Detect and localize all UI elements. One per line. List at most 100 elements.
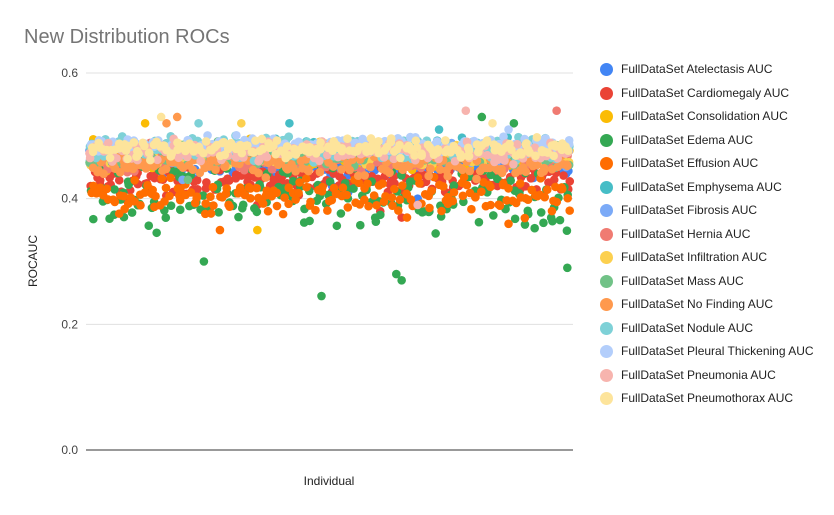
data-point-outlier: [172, 112, 182, 122]
data-point: [140, 141, 149, 151]
data-point-outlier: [162, 118, 171, 128]
data-point: [246, 184, 255, 193]
data-point: [274, 160, 283, 170]
data-point: [338, 183, 348, 193]
data-point: [563, 161, 572, 171]
data-point: [557, 184, 567, 194]
data-point-outlier: [563, 263, 572, 273]
data-point: [153, 155, 162, 165]
data-point: [329, 162, 338, 171]
data-point: [390, 184, 399, 194]
legend: FullDataSet Atelectasis AUC FullDataSet C…: [600, 62, 826, 415]
data-point: [482, 150, 492, 160]
data-point: [127, 208, 137, 217]
data-point: [96, 183, 105, 193]
legend-swatch: [600, 345, 613, 358]
data-point: [161, 183, 171, 193]
data-point-outlier: [263, 206, 273, 216]
data-point: [517, 150, 526, 159]
data-point: [549, 175, 559, 185]
data-point: [551, 182, 560, 192]
legend-item: FullDataSet Nodule AUC: [600, 321, 826, 335]
data-point: [389, 147, 399, 156]
data-point: [193, 185, 202, 194]
data-point: [254, 168, 263, 178]
data-point: [374, 136, 383, 146]
data-point: [332, 221, 342, 231]
data-point: [165, 191, 174, 201]
data-point: [239, 165, 249, 175]
data-point: [311, 205, 320, 215]
legend-label: FullDataSet Consolidation AUC: [621, 109, 788, 123]
data-point-outlier: [285, 118, 294, 128]
data-point: [89, 181, 98, 191]
data-point: [304, 147, 314, 157]
data-point: [315, 156, 324, 166]
data-point: [459, 172, 469, 182]
data-point: [246, 193, 255, 203]
legend-swatch: [600, 274, 613, 288]
data-point: [222, 184, 232, 193]
data-point: [552, 197, 562, 207]
data-point: [523, 206, 533, 216]
data-point: [247, 147, 257, 157]
data-point: [353, 171, 363, 181]
data-point: [257, 134, 267, 144]
data-point: [232, 130, 241, 140]
data-point: [288, 176, 298, 186]
data-point: [128, 164, 138, 174]
data-point: [462, 180, 472, 190]
data-point: [255, 154, 264, 164]
data-point: [175, 195, 185, 205]
data-point: [188, 142, 197, 152]
data-point: [457, 165, 467, 175]
data-point: [103, 138, 113, 148]
data-point: [563, 193, 573, 203]
legend-label: FullDataSet Pneumothorax AUC: [621, 391, 794, 405]
data-point: [507, 145, 516, 155]
data-point: [481, 163, 490, 173]
legend-item: FullDataSet Effusion AUC: [600, 156, 826, 170]
data-point: [199, 148, 208, 158]
data-point: [472, 174, 481, 184]
x-axis-title: Individual: [304, 474, 355, 488]
data-point: [492, 174, 502, 184]
data-point: [532, 133, 542, 142]
y-tick-label: 0.4: [61, 192, 78, 206]
data-point-outlier: [413, 200, 422, 210]
legend-swatch: [600, 180, 613, 194]
data-point: [272, 201, 282, 211]
data-point: [520, 213, 530, 223]
data-point: [471, 192, 480, 202]
legend-item: FullDataSet Atelectasis AUC: [600, 62, 826, 76]
data-point: [343, 203, 353, 212]
data-point: [175, 205, 185, 215]
data-point: [548, 216, 557, 226]
data-point: [474, 217, 484, 227]
data-point: [531, 151, 540, 161]
data-point: [371, 217, 381, 226]
data-point: [291, 195, 301, 204]
legend-label: FullDataSet Edema AUC: [621, 132, 754, 147]
data-point: [565, 177, 575, 186]
data-point: [214, 208, 223, 217]
data-point: [102, 184, 112, 194]
legend-label: FullDataSet Emphysema AUC: [621, 179, 782, 194]
data-point: [449, 141, 459, 151]
data-point: [449, 188, 459, 197]
data-point: [284, 132, 294, 142]
data-point: [389, 154, 399, 164]
legend-item: FullDataSet Pleural Thickening AUC: [600, 344, 826, 358]
data-point: [530, 223, 539, 233]
data-point: [166, 152, 176, 161]
legend-item: FullDataSet Pneumothorax AUC: [600, 391, 826, 405]
data-point: [555, 215, 565, 225]
data-point: [411, 136, 421, 146]
data-point-outlier: [434, 125, 444, 134]
data-point: [540, 192, 549, 202]
data-point: [129, 138, 139, 147]
data-point: [504, 184, 513, 193]
data-point: [210, 142, 220, 152]
data-point: [173, 145, 182, 155]
data-point: [486, 200, 495, 210]
